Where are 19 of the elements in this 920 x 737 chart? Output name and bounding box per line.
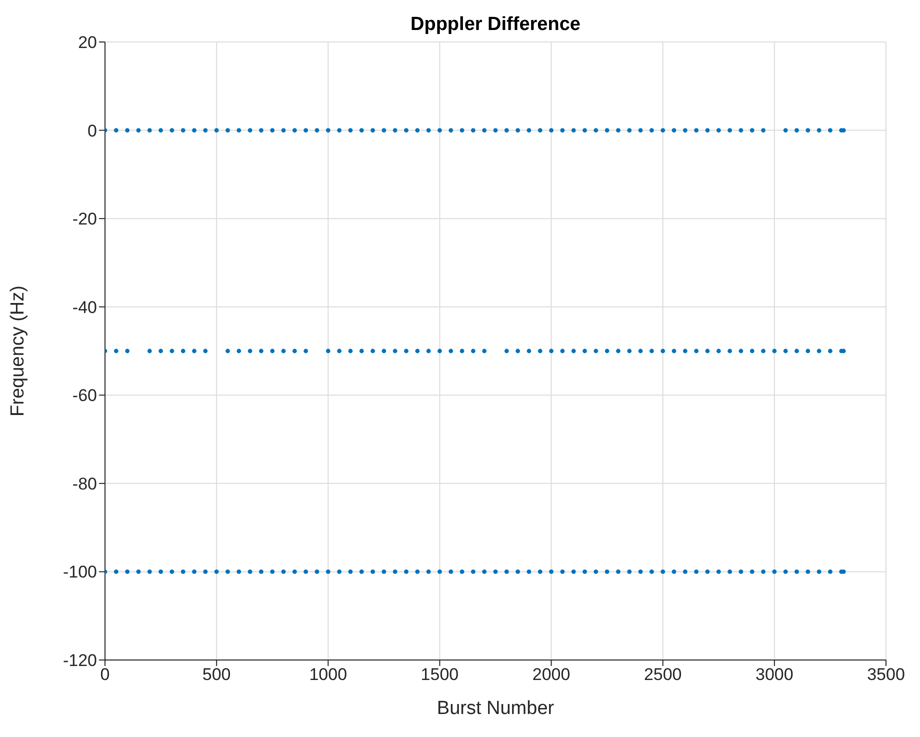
y-tick-label: 0: [88, 121, 97, 140]
x-tick-label: 3500: [867, 665, 905, 684]
y-axis-title: Frequency (Hz): [8, 286, 29, 416]
y-tick-label: -120: [62, 651, 97, 670]
x-tick-label: 2500: [644, 665, 682, 684]
y-tick-label: 20: [78, 33, 97, 52]
x-tick-label: 3000: [756, 665, 794, 684]
x-axis-title: Burst Number: [436, 698, 555, 719]
y-tick-label: -80: [72, 474, 97, 494]
x-tick-label: 2000: [532, 665, 570, 684]
y-tick-label: -20: [72, 210, 97, 229]
chart-title: Dpppler Difference: [410, 14, 582, 36]
x-tick-label: 500: [202, 665, 231, 684]
y-tick-label: -40: [72, 298, 97, 317]
x-tick-label: 1500: [420, 665, 459, 684]
x-tick-label: 1000: [309, 665, 348, 684]
y-tick-label: -60: [72, 386, 97, 406]
y-tick-label: -100: [62, 562, 97, 582]
x-tick-label: 0: [100, 665, 110, 684]
